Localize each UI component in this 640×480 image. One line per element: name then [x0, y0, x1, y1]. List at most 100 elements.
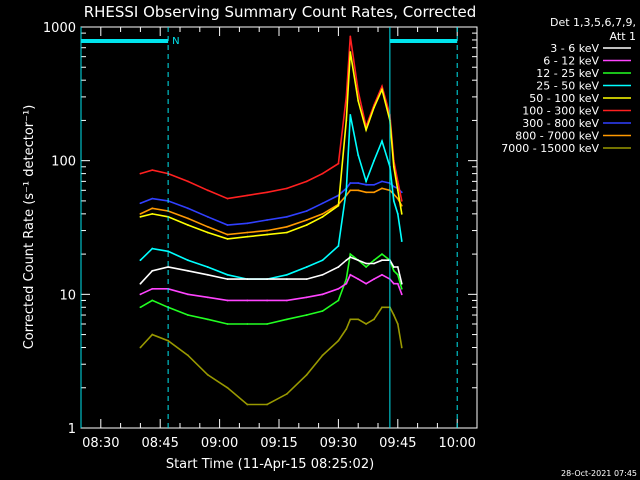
data-point: [365, 180, 368, 183]
series-line: [139, 256, 403, 285]
data-point: [187, 354, 189, 357]
series-line: [140, 187, 403, 236]
data-point: [187, 259, 189, 262]
legend-item-label: 50 - 100 keV: [529, 92, 599, 105]
data-point: [139, 172, 142, 175]
x-tick-label: 09:30: [320, 436, 357, 451]
plot-frame: [80, 26, 478, 429]
data-point: [167, 266, 170, 268]
legend-item-label: 800 - 7000 keV: [515, 130, 599, 143]
data-point: [349, 253, 352, 255]
series-line: [140, 51, 403, 240]
data-point: [246, 222, 249, 225]
data-point: [357, 189, 360, 192]
y-tick-label: 1: [68, 422, 76, 437]
data-point: [139, 306, 142, 309]
data-point: [321, 212, 324, 215]
y-tick-label: 1000: [43, 21, 76, 36]
data-point: [187, 314, 189, 316]
data-point: [206, 373, 209, 376]
x-axis-label: Start Time (11-Apr-15 08:25:02): [166, 457, 374, 472]
data-point: [365, 323, 368, 325]
data-point: [337, 204, 340, 207]
data-point: [345, 95, 348, 98]
data-point: [167, 250, 170, 253]
data-point: [321, 259, 324, 262]
data-point: [365, 191, 368, 194]
series-line: [140, 273, 403, 302]
data-point: [286, 273, 288, 276]
data-point: [187, 269, 189, 272]
data-point: [151, 247, 154, 250]
data-point: [286, 215, 288, 218]
series-line: [140, 36, 403, 202]
data-point: [365, 266, 368, 268]
data-point: [357, 278, 360, 281]
data-point: [396, 212, 399, 215]
data-point: [400, 346, 403, 349]
data-point: [305, 219, 308, 221]
data-point: [139, 293, 142, 296]
data-point: [392, 269, 395, 272]
flag-bar: [389, 39, 458, 43]
data-point: [151, 299, 154, 302]
data-point: [349, 273, 352, 276]
data-point: [337, 266, 340, 268]
data-point: [246, 299, 249, 302]
data-point: [321, 202, 324, 205]
data-point: [226, 323, 229, 325]
data-point: [381, 85, 383, 88]
data-point: [266, 278, 269, 281]
data-point: [246, 278, 249, 281]
data-point: [305, 210, 308, 212]
data-point: [357, 154, 360, 157]
data-point: [187, 217, 189, 220]
data-point: [286, 225, 288, 228]
data-point: [345, 278, 348, 281]
data-point: [139, 346, 142, 349]
data-point: [226, 233, 229, 236]
data-point: [206, 296, 209, 299]
data-point: [286, 318, 288, 321]
data-point: [349, 113, 352, 116]
data-point: [349, 318, 352, 321]
series-line: [140, 180, 403, 226]
data-point: [151, 333, 154, 336]
data-point: [305, 373, 308, 376]
data-point: [286, 299, 288, 302]
data-point: [337, 162, 340, 165]
data-point: [139, 212, 142, 215]
data-point: [400, 282, 403, 285]
data-point: [357, 318, 360, 321]
data-point: [139, 215, 142, 218]
data-point: [373, 106, 375, 109]
data-point: [365, 282, 368, 285]
data-point: [337, 287, 340, 290]
data-point: [321, 215, 324, 218]
data-point: [373, 183, 375, 186]
data-point: [246, 194, 249, 197]
data-point: [357, 99, 360, 102]
data-point: [392, 266, 395, 268]
data-point: [305, 278, 308, 281]
data-point: [139, 259, 142, 262]
data-point: [373, 278, 375, 281]
data-point: [392, 165, 395, 168]
data-point: [337, 299, 340, 302]
data-point: [349, 51, 352, 53]
data-point: [246, 323, 249, 325]
data-point: [400, 293, 403, 296]
data-point: [151, 212, 154, 215]
data-point: [345, 328, 348, 330]
data-point: [226, 386, 229, 389]
legend-item-label: 25 - 50 keV: [536, 80, 599, 93]
data-point: [139, 282, 142, 285]
data-point: [321, 172, 324, 175]
data-point: [396, 273, 399, 276]
data-point: [286, 392, 288, 395]
x-tick-label: 09:15: [260, 436, 297, 451]
data-point: [266, 229, 269, 232]
data-point: [400, 240, 403, 243]
